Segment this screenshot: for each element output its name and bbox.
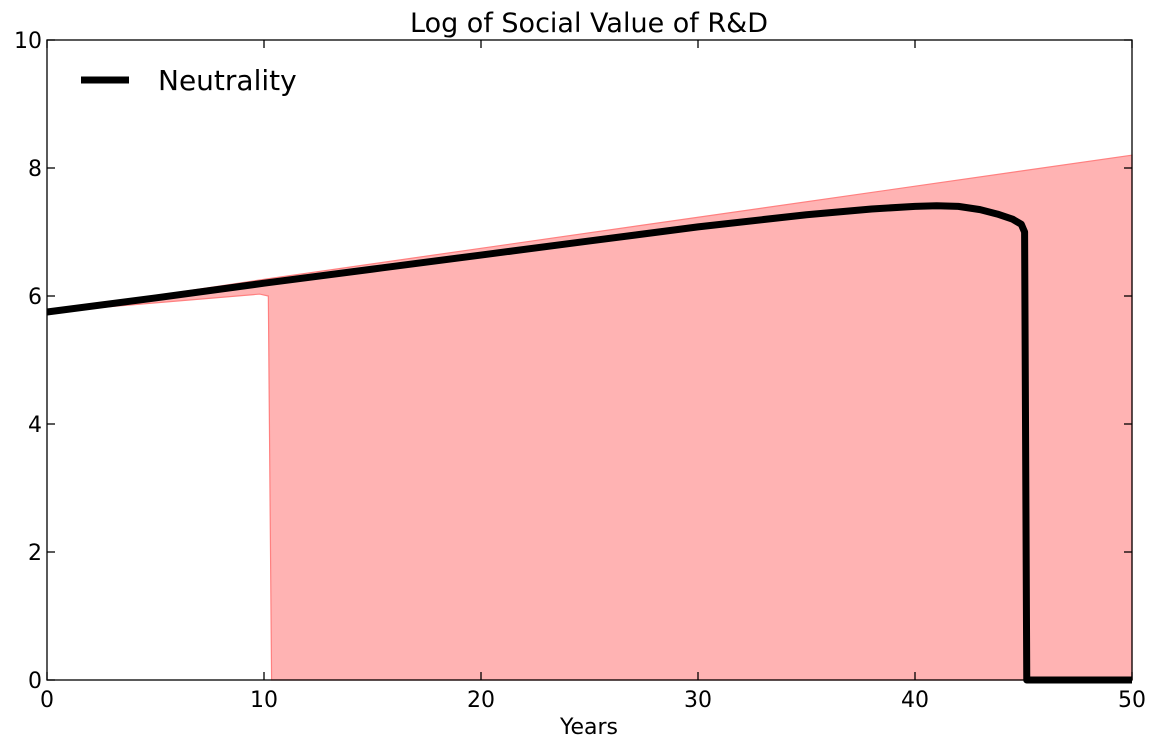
x-tick-label: 20 xyxy=(467,688,495,713)
series-layer xyxy=(46,202,1132,684)
x-tick-label: 50 xyxy=(1118,688,1146,713)
y-tick-label: 10 xyxy=(14,29,42,54)
y-tick-label: 6 xyxy=(28,285,42,310)
y-tick-label: 2 xyxy=(28,541,42,566)
axes-layer: 0 10 20 30 40 50 0 2 4 6 8 10 xyxy=(14,29,1146,713)
range-band-layer xyxy=(46,154,1133,681)
y-tick-label: 0 xyxy=(28,669,42,694)
y-tick-label: 4 xyxy=(28,413,42,438)
legend-label: Neutrality xyxy=(158,64,297,97)
chart-title: Log of Social Value of R&D xyxy=(410,8,768,39)
series-line-neutrality xyxy=(46,202,1132,684)
x-axis-label: Years xyxy=(559,715,618,740)
x-tick-label: 0 xyxy=(40,688,54,713)
x-tick-label: 40 xyxy=(901,688,929,713)
y-tick-label: 8 xyxy=(28,157,42,182)
range-band xyxy=(46,154,1133,681)
plot-frame xyxy=(46,39,1133,681)
x-tick-label: 30 xyxy=(684,688,712,713)
legend: Neutrality xyxy=(81,64,297,97)
x-tick-label: 10 xyxy=(250,688,278,713)
